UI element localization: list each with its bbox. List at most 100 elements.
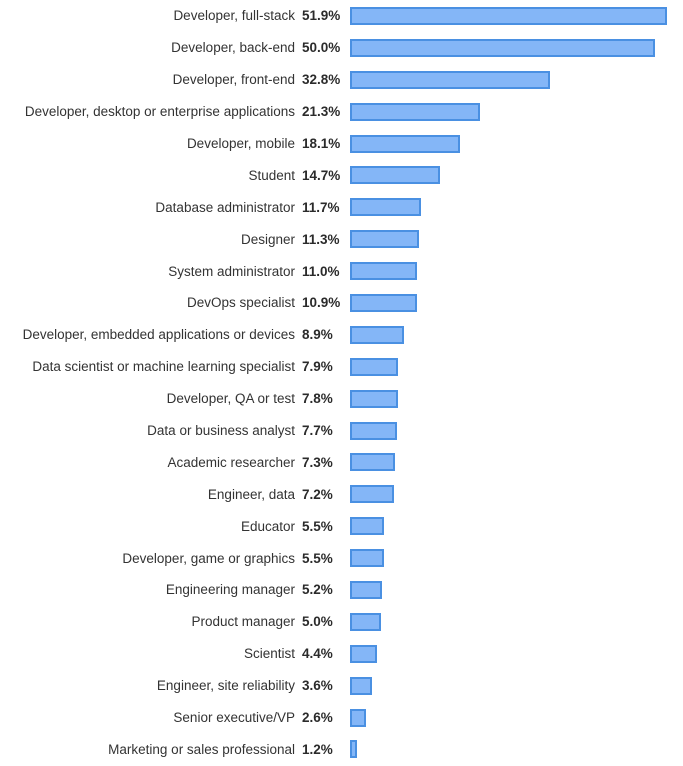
value-label: 7.2%	[302, 486, 333, 502]
chart-row: Developer, back-end 50.0%	[0, 32, 683, 64]
category-label: Developer, game or graphics	[122, 550, 295, 566]
chart-row: Designer 11.3%	[0, 223, 683, 255]
bar-track	[350, 70, 683, 89]
chart-row: Developer, mobile 18.1%	[0, 128, 683, 160]
bar-track	[350, 357, 683, 376]
bar	[350, 262, 418, 281]
bar-track	[350, 740, 683, 759]
bar	[350, 421, 397, 440]
category-label: Developer, full-stack	[173, 8, 295, 24]
bar-track	[350, 708, 683, 727]
category-label: Product manager	[191, 614, 295, 630]
bar-track	[350, 198, 683, 217]
chart-row: Engineering manager 5.2%	[0, 574, 683, 606]
category-label: Database administrator	[155, 199, 295, 215]
chart-row: Database administrator 11.7%	[0, 191, 683, 223]
bar-track	[350, 6, 683, 25]
bar	[350, 38, 655, 57]
chart-row: Academic researcher 7.3%	[0, 446, 683, 478]
chart-row: Developer, full-stack 51.9%	[0, 0, 683, 32]
bar-track	[350, 262, 683, 281]
chart-row: DevOps specialist 10.9%	[0, 287, 683, 319]
chart-row: Developer, front-end 32.8%	[0, 64, 683, 96]
bar-track	[350, 676, 683, 695]
bar	[350, 389, 398, 408]
value-label: 18.1%	[302, 136, 341, 151]
bar	[350, 293, 417, 312]
category-label: Developer, mobile	[186, 136, 295, 151]
category-label: DevOps specialist	[186, 295, 295, 311]
chart-row: Marketing or sales professional 1.2%	[0, 733, 683, 765]
bar-track	[350, 453, 683, 472]
chart-row: Developer, QA or test 7.8%	[0, 383, 683, 415]
value-label: 2.6%	[302, 710, 333, 726]
bar-track	[350, 389, 683, 408]
bar-track	[350, 580, 683, 599]
category-label: Data scientist or machine learning speci…	[32, 359, 295, 375]
bar	[350, 708, 366, 727]
bar-track	[350, 293, 683, 312]
bar-track	[350, 230, 683, 249]
value-label: 7.9%	[302, 359, 333, 375]
category-label: Developer, embedded applications or devi…	[22, 327, 295, 343]
bar	[350, 357, 399, 376]
bar	[350, 485, 394, 504]
bar	[350, 676, 372, 695]
value-label: 7.7%	[302, 423, 333, 439]
category-label: Scientist	[243, 646, 295, 662]
value-label: 11.7%	[302, 199, 340, 215]
chart-row: Educator 5.5%	[0, 510, 683, 542]
bar-track	[350, 549, 683, 568]
value-label: 51.9%	[302, 8, 341, 24]
value-label: 1.2%	[302, 741, 333, 757]
category-label: System administrator	[168, 263, 295, 279]
category-label: Developer, back-end	[171, 40, 295, 56]
value-label: 7.8%	[302, 391, 333, 407]
chart-row: Developer, game or graphics 5.5%	[0, 542, 683, 574]
value-label: 3.6%	[302, 678, 333, 694]
value-label: 10.9%	[302, 295, 341, 311]
bar	[350, 453, 395, 472]
category-label: Educator	[240, 518, 295, 534]
value-label: 4.4%	[302, 646, 333, 662]
chart-row: Engineer, data 7.2%	[0, 478, 683, 510]
value-label: 7.3%	[302, 454, 333, 470]
category-label: Marketing or sales professional	[108, 741, 295, 757]
bar	[350, 549, 384, 568]
bar-track	[350, 38, 683, 57]
category-label: Developer, QA or test	[166, 391, 295, 407]
category-label: Developer, front-end	[172, 72, 295, 88]
bar-track	[350, 612, 683, 631]
bar-track	[350, 134, 683, 153]
bar-track	[350, 421, 683, 440]
bar	[350, 740, 358, 759]
bar	[350, 325, 405, 344]
bar	[350, 644, 377, 663]
bar	[350, 580, 382, 599]
chart-row: Engineer, site reliability 3.6%	[0, 670, 683, 702]
bar-track	[350, 644, 683, 663]
bar-track	[350, 102, 683, 121]
value-label: 21.3%	[302, 104, 341, 120]
bar	[350, 6, 667, 25]
chart-row: System administrator 11.0%	[0, 255, 683, 287]
bar-track	[350, 325, 683, 344]
value-label: 5.5%	[302, 550, 333, 566]
category-label: Data or business analyst	[147, 423, 295, 439]
value-label: 5.2%	[302, 582, 333, 598]
chart-row: Data scientist or machine learning speci…	[0, 351, 683, 383]
bar-track	[350, 485, 683, 504]
chart-row: Data or business analyst 7.7%	[0, 415, 683, 447]
value-label: 8.9%	[302, 327, 333, 343]
value-label: 50.0%	[302, 40, 341, 56]
value-label: 14.7%	[302, 167, 341, 183]
category-label: Engineering manager	[165, 582, 295, 598]
bar	[350, 102, 480, 121]
chart-row: Product manager 5.0%	[0, 606, 683, 638]
category-label: Engineer, site reliability	[156, 678, 295, 694]
chart-row: Student 14.7%	[0, 159, 683, 191]
bar	[350, 517, 384, 536]
bar	[350, 230, 419, 249]
category-label: Developer, desktop or enterprise applica…	[24, 104, 295, 120]
